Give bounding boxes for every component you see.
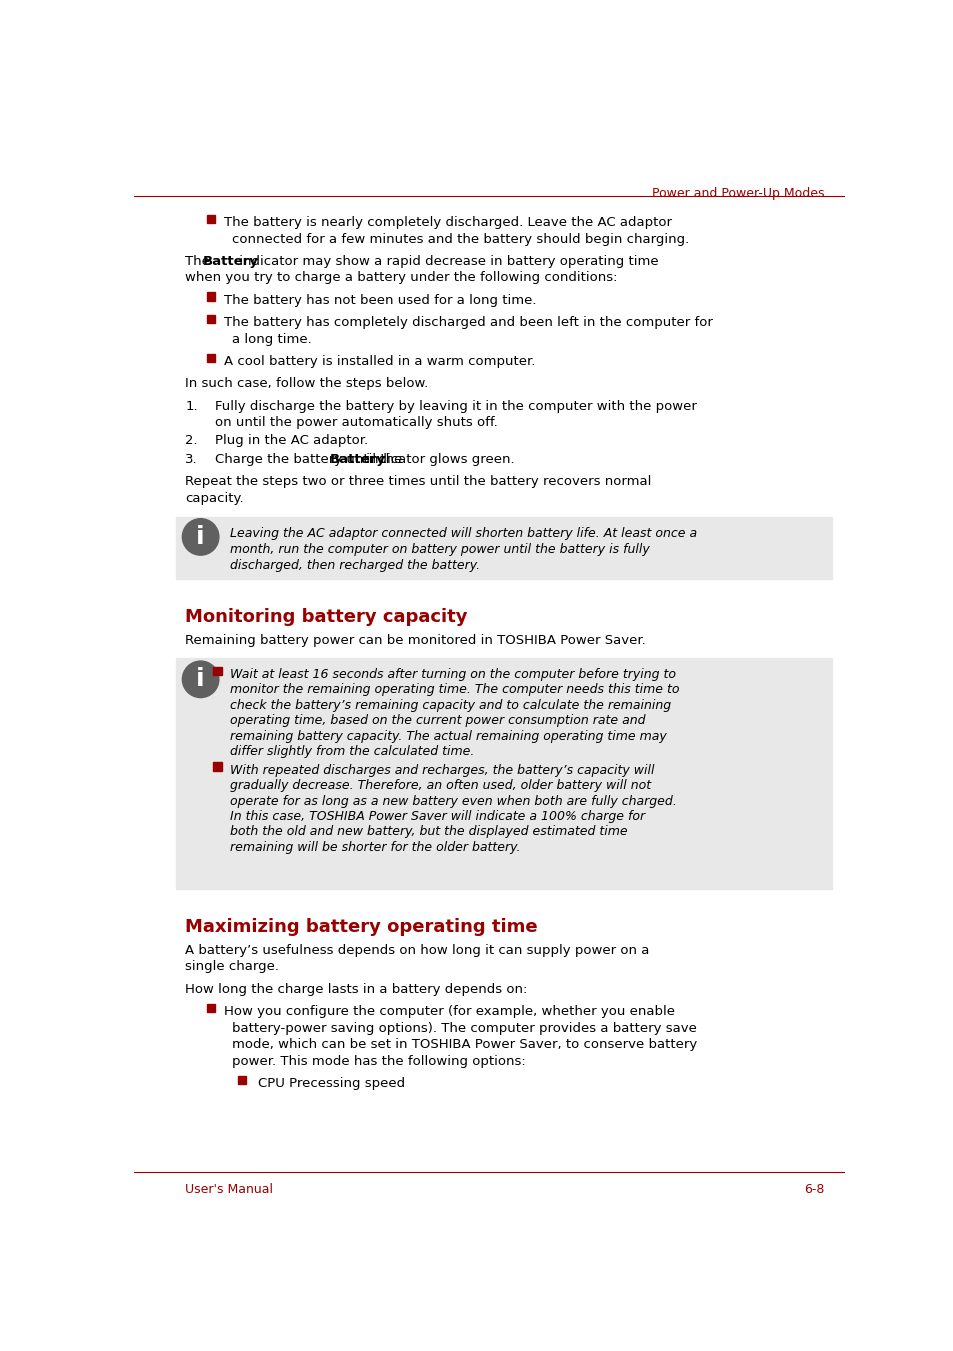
Text: With repeated discharges and recharges, the battery’s capacity will: With repeated discharges and recharges, … — [230, 763, 654, 777]
Bar — [207, 315, 215, 323]
Text: single charge.: single charge. — [185, 961, 279, 973]
Text: check the battery’s remaining capacity and to calculate the remaining: check the battery’s remaining capacity a… — [230, 698, 671, 712]
Bar — [207, 292, 215, 301]
Text: differ slightly from the calculated time.: differ slightly from the calculated time… — [230, 744, 474, 758]
Text: 6-8: 6-8 — [803, 1183, 823, 1196]
Text: operating time, based on the current power consumption rate and: operating time, based on the current pow… — [230, 715, 645, 727]
Bar — [207, 215, 215, 223]
Bar — [207, 354, 215, 362]
Text: Fully discharge the battery by leaving it in the computer with the power: Fully discharge the battery by leaving i… — [214, 400, 696, 412]
Text: CPU Precessing speed: CPU Precessing speed — [257, 1077, 405, 1090]
Text: Repeat the steps two or three times until the battery recovers normal: Repeat the steps two or three times unti… — [185, 476, 651, 488]
Text: The battery has completely discharged and been left in the computer for: The battery has completely discharged an… — [224, 316, 712, 330]
Text: Battery: Battery — [202, 255, 258, 267]
Bar — [213, 762, 221, 771]
Bar — [237, 1075, 245, 1084]
Text: 1.: 1. — [185, 400, 197, 412]
Text: User's Manual: User's Manual — [185, 1183, 273, 1196]
Text: operate for as long as a new battery even when both are fully charged.: operate for as long as a new battery eve… — [230, 794, 676, 808]
Bar — [213, 667, 221, 676]
Text: The battery is nearly completely discharged. Leave the AC adaptor: The battery is nearly completely dischar… — [224, 216, 671, 230]
Text: 3.: 3. — [185, 453, 197, 466]
Text: when you try to charge a battery under the following conditions:: when you try to charge a battery under t… — [185, 272, 617, 285]
Text: i: i — [196, 667, 205, 692]
Text: on until the power automatically shuts off.: on until the power automatically shuts o… — [214, 416, 497, 430]
Text: indicator glows green.: indicator glows green. — [362, 453, 515, 466]
Text: a long time.: a long time. — [232, 332, 311, 346]
Text: Power and Power-Up Modes: Power and Power-Up Modes — [651, 186, 823, 200]
Text: The: The — [185, 255, 214, 267]
Text: The battery has not been used for a long time.: The battery has not been used for a long… — [224, 293, 536, 307]
Text: How long the charge lasts in a battery depends on:: How long the charge lasts in a battery d… — [185, 982, 527, 996]
Text: Plug in the AC adaptor.: Plug in the AC adaptor. — [214, 435, 367, 447]
Text: month, run the computer on battery power until the battery is fully: month, run the computer on battery power… — [230, 543, 649, 557]
Text: A battery’s usefulness depends on how long it can supply power on a: A battery’s usefulness depends on how lo… — [185, 944, 649, 957]
Text: Wait at least 16 seconds after turning on the computer before trying to: Wait at least 16 seconds after turning o… — [230, 669, 676, 681]
Text: Battery: Battery — [330, 453, 386, 466]
Text: Monitoring battery capacity: Monitoring battery capacity — [185, 608, 467, 626]
Bar — [175, 658, 831, 889]
Text: In this case, TOSHIBA Power Saver will indicate a 100% charge for: In this case, TOSHIBA Power Saver will i… — [230, 811, 644, 823]
Text: 2.: 2. — [185, 435, 197, 447]
Text: Maximizing battery operating time: Maximizing battery operating time — [185, 919, 537, 936]
Text: monitor the remaining operating time. The computer needs this time to: monitor the remaining operating time. Th… — [230, 684, 679, 697]
Text: indicator may show a rapid decrease in battery operating time: indicator may show a rapid decrease in b… — [234, 255, 658, 267]
Bar — [207, 1004, 215, 1012]
Text: i: i — [196, 526, 205, 549]
Text: both the old and new battery, but the displayed estimated time: both the old and new battery, but the di… — [230, 825, 627, 839]
Text: A cool battery is installed in a warm computer.: A cool battery is installed in a warm co… — [224, 355, 535, 367]
Text: In such case, follow the steps below.: In such case, follow the steps below. — [185, 377, 428, 390]
Text: capacity.: capacity. — [185, 492, 244, 504]
Text: mode, which can be set in TOSHIBA Power Saver, to conserve battery: mode, which can be set in TOSHIBA Power … — [232, 1038, 696, 1051]
Text: Charge the battery until the: Charge the battery until the — [214, 453, 406, 466]
Text: connected for a few minutes and the battery should begin charging.: connected for a few minutes and the batt… — [232, 232, 688, 246]
Text: remaining battery capacity. The actual remaining operating time may: remaining battery capacity. The actual r… — [230, 730, 666, 743]
Text: discharged, then recharged the battery.: discharged, then recharged the battery. — [230, 559, 479, 571]
Text: Leaving the AC adaptor connected will shorten battery life. At least once a: Leaving the AC adaptor connected will sh… — [230, 527, 697, 540]
Text: gradually decrease. Therefore, an often used, older battery will not: gradually decrease. Therefore, an often … — [230, 780, 651, 792]
Text: remaining will be shorter for the older battery.: remaining will be shorter for the older … — [230, 840, 520, 854]
Bar — [175, 517, 831, 578]
Text: battery-power saving options). The computer provides a battery save: battery-power saving options). The compu… — [232, 1021, 696, 1035]
Text: How you configure the computer (for example, whether you enable: How you configure the computer (for exam… — [224, 1005, 674, 1019]
Text: Remaining battery power can be monitored in TOSHIBA Power Saver.: Remaining battery power can be monitored… — [185, 634, 645, 647]
Text: power. This mode has the following options:: power. This mode has the following optio… — [232, 1055, 525, 1067]
